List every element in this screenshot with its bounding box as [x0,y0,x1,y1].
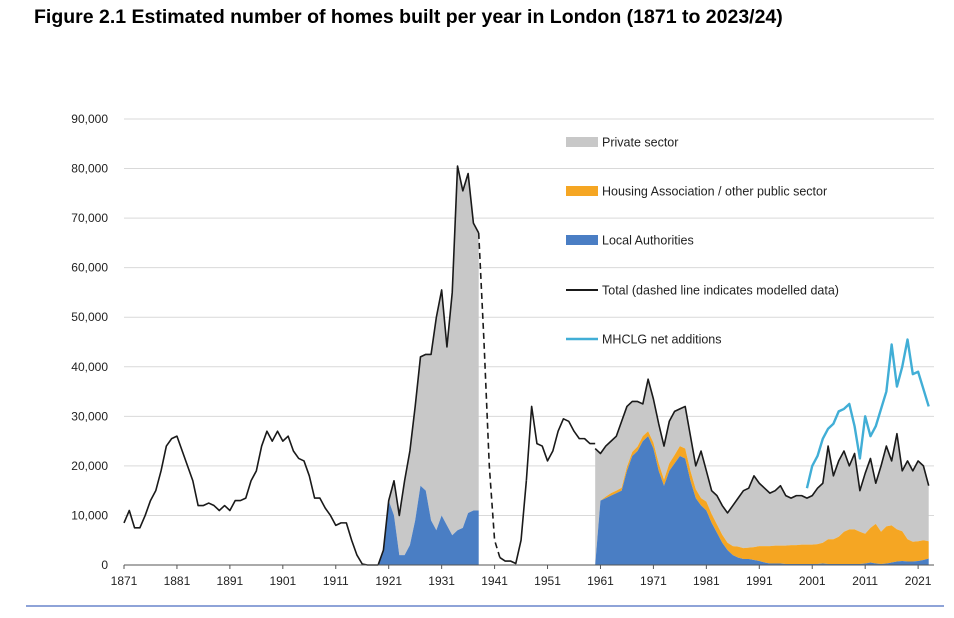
area-private-interwar [378,166,479,566]
total-line-modelled [477,232,501,558]
y-axis-ticks: 0 10,000 20,000 30,000 40,000 50,000 60,000 70,… [71,112,108,572]
legend-label-total: Total (dashed line indicates modelled da… [602,284,839,298]
legend-label-la: Local Authorities [602,234,694,248]
y-tick-label: 70,000 [71,211,108,225]
x-tick-label: 1881 [164,574,191,588]
x-tick-label: 1951 [534,574,561,588]
legend-swatch-la [566,235,598,245]
total-line-postwar [525,405,596,481]
area-housing-association [595,431,929,565]
x-tick-label: 1921 [375,574,402,588]
y-tick-label: 80,000 [71,162,108,176]
x-tick-label: 1931 [428,574,455,588]
y-tick-label: 30,000 [71,409,108,423]
bottom-rule [26,605,944,607]
area-local-authorities-interwar [378,485,479,565]
x-tick-label: 2001 [799,574,826,588]
area-local-authorities-post1960 [595,436,929,565]
legend-swatch-ha [566,186,598,196]
x-tick-label: 1891 [217,574,244,588]
x-tick-label: 1981 [693,574,720,588]
x-tick-label: 1971 [640,574,667,588]
series-lines [123,165,930,566]
y-tick-label: 50,000 [71,310,108,324]
axes [123,564,934,569]
total-line-wartime [499,480,528,565]
legend-label-mhclg: MHCLG net additions [602,333,722,347]
y-tick-label: 20,000 [71,459,108,473]
total-line-post1960 [594,378,930,514]
x-tick-label: 2011 [852,574,878,588]
chart-title: Figure 2.1 Estimated number of homes bui… [34,6,783,28]
x-axis-ticks: 1871 1881 1891 1901 1911 1921 1931 1941 1951 1961… [111,574,932,588]
legend-swatch-private [566,137,598,147]
gridlines [124,118,934,516]
y-tick-label: 0 [101,558,108,572]
x-tick-label: 1991 [746,574,773,588]
legend-label-private: Private sector [602,136,678,150]
legend-label-ha: Housing Association / other public secto… [602,185,827,199]
x-tick-label: 1901 [269,574,296,588]
x-tick-label: 1941 [481,574,508,588]
y-tick-label: 40,000 [71,360,108,374]
total-line-pre1920 [123,430,379,566]
mhclg-net-additions-line [805,338,930,489]
legend: Private sector Housing Association / othe… [566,136,839,347]
x-tick-label: 1911 [323,574,349,588]
y-tick-label: 60,000 [71,261,108,275]
x-tick-label: 1871 [111,574,138,588]
x-tick-label: 1961 [587,574,614,588]
y-tick-label: 90,000 [71,112,108,126]
y-tick-label: 10,000 [71,508,108,522]
area-private-post1960 [595,379,929,565]
x-tick-label: 2021 [905,574,932,588]
total-line-interwar [377,165,480,566]
stacked-areas [378,166,929,566]
